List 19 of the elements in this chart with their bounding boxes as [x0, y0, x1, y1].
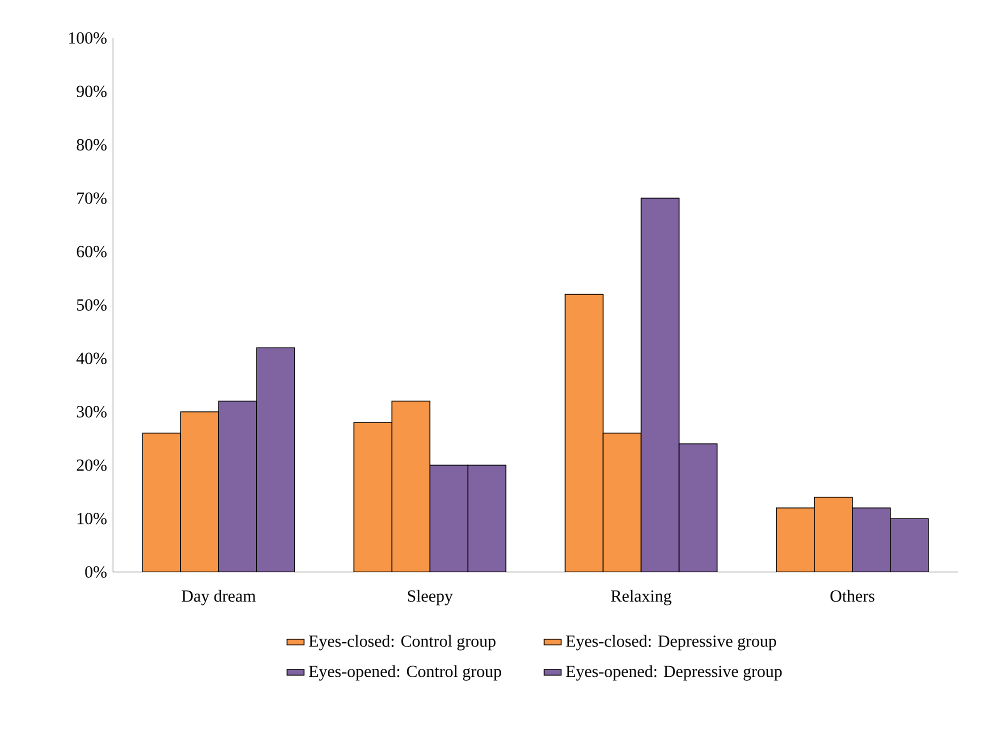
y-tick-label: 50% — [77, 299, 107, 311]
legend-label: Eyes-closed: Control group — [308, 634, 496, 650]
legend-label: Eyes-closed: Depressive group — [566, 634, 776, 650]
x-tick-label: Others — [830, 590, 874, 602]
x-tick-label: Day dream — [182, 590, 256, 606]
y-tick-label: 20% — [76, 459, 107, 471]
y-tick-label: 10% — [78, 512, 107, 524]
y-tick-label: 0% — [85, 566, 107, 578]
x-tick-label: Sleepy — [408, 590, 453, 606]
legend-label: Eyes-opened: Depressive group — [566, 665, 782, 681]
y-tick-label: 100% — [69, 32, 107, 44]
y-tick-label: 80% — [76, 139, 107, 151]
y-tick-label: 40% — [76, 352, 107, 364]
y-tick-label: 90% — [76, 86, 107, 98]
y-tick-label: 70% — [77, 192, 107, 204]
legend-label: Eyes-opened: Control group — [308, 665, 502, 681]
y-tick-label: 60% — [76, 246, 107, 258]
x-tick-label: Relaxing — [611, 590, 672, 606]
y-tick-label: 30% — [76, 406, 107, 418]
